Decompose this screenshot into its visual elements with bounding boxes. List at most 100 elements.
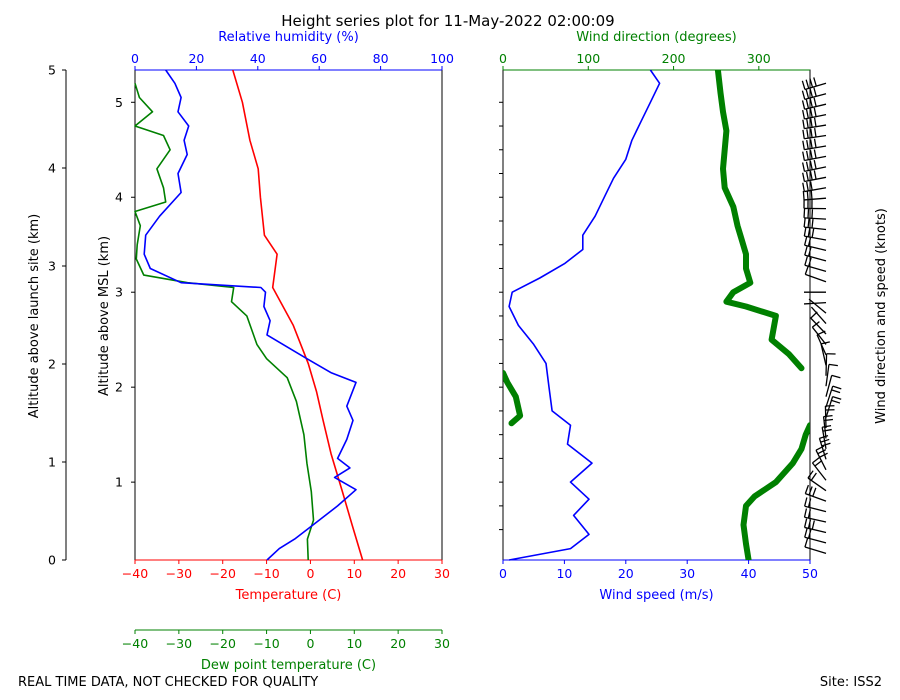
wind-barb-feather — [809, 150, 813, 160]
wind-barb-staff — [804, 235, 827, 241]
wind-barb-feather — [813, 138, 817, 148]
msl-y-tick-label: 4 — [115, 190, 123, 205]
agl-y-tick-label: 1 — [48, 455, 56, 470]
wind-barb-feather — [801, 162, 806, 172]
wind-barb-feather — [805, 89, 810, 99]
wind-barb-feather — [807, 529, 812, 539]
wind-barb-feather — [832, 395, 842, 400]
wind-barb-feather — [809, 160, 813, 170]
wind-barb-feather — [813, 170, 817, 180]
wind-barb-axis-label: Wind direction and speed (knots) — [874, 208, 889, 424]
wind-speed-axis-tick-label: 40 — [741, 566, 757, 581]
wind-barb-staff — [820, 343, 827, 366]
wind-barb-staff — [825, 375, 833, 397]
wind-speed-series-line — [508, 69, 661, 561]
msl-y-axis-label: Altitude above MSL (km) — [97, 236, 112, 396]
wind-barb-staff — [804, 505, 827, 513]
agl-y-tick-label: 4 — [48, 161, 56, 176]
wind-barb-staff — [804, 536, 827, 544]
wind-barb-feather — [832, 385, 842, 390]
wind-speed-axis-tick-label: 30 — [679, 566, 695, 581]
msl-y-tick-label: 2 — [115, 380, 123, 395]
wind-barb-feather — [808, 257, 812, 267]
footer-quality-note: REAL TIME DATA, NOT CHECKED FOR QUALITY — [18, 675, 318, 690]
wind-barb-feather — [812, 456, 820, 464]
wind-barb-feather — [809, 171, 813, 181]
wind-barb-feather — [805, 109, 809, 119]
wind-barb-staff — [804, 302, 827, 305]
wind-barb-feather — [823, 414, 833, 418]
wind-barb-feather — [806, 190, 809, 200]
wind-barb-feather — [805, 150, 809, 160]
wind-direction-series-line — [714, 70, 805, 372]
wind-barb-feather — [803, 208, 806, 218]
wind-barb-feather — [813, 107, 817, 117]
wind-barb-feather — [804, 246, 808, 256]
wind-barb-feather — [810, 190, 813, 200]
wind-barb-staff — [815, 449, 827, 471]
wind-barb-feather — [813, 87, 817, 97]
temperature-axis-tick-label: 30 — [434, 566, 450, 581]
agl-y-tick-label: 3 — [48, 259, 56, 274]
dewpoint-axis-tick-label: 20 — [390, 636, 406, 651]
temperature-axis-tick-label: −20 — [210, 566, 236, 581]
temperature-series-line — [232, 69, 364, 561]
dewpoint-axis-label: Dew point temperature (C) — [201, 658, 376, 673]
wind-barb-staff — [807, 477, 827, 492]
footer-site: Site: ISS2 — [820, 675, 882, 690]
wind-barb-feather — [802, 110, 806, 120]
dewpoint-axis-tick-label: 10 — [346, 636, 362, 651]
wind-dir-axis-tick-label: 200 — [662, 51, 686, 66]
wind-barb-feather — [809, 78, 814, 88]
wind-barb-feather — [802, 129, 805, 139]
wind-barb-feather — [811, 520, 815, 530]
wind-barb-feather — [805, 161, 809, 171]
wind-barb-feather — [802, 140, 805, 150]
wind-barb-feather — [807, 519, 812, 529]
wind-barb-feather — [804, 497, 808, 507]
wind-barb-staff — [825, 396, 834, 418]
wind-barb-staff — [811, 462, 827, 481]
msl-y-tick-label: 3 — [115, 285, 123, 300]
wind-barb-feather — [828, 363, 838, 367]
wind-dir-axis-label: Wind direction (degrees) — [576, 30, 736, 45]
wind-barb-feather — [806, 139, 809, 150]
temperature-axis-tick-label: −40 — [122, 566, 148, 581]
wind-barb-feather — [804, 528, 808, 538]
chart-title: Height series plot for 11-May-2022 02:00… — [281, 12, 614, 30]
wind-barb-feather — [807, 209, 810, 219]
wind-barb-feather — [803, 218, 806, 228]
msl-y-tick-label: 5 — [115, 95, 123, 110]
agl-y-tick-label: 2 — [48, 357, 56, 372]
temperature-axis-tick-label: 0 — [306, 566, 314, 581]
wind-barb-feather — [806, 118, 809, 129]
wind-barb-feather — [804, 484, 810, 494]
wind-barb-feather — [808, 486, 813, 496]
wind-barb-feather — [807, 247, 812, 257]
wind-barb-staff — [810, 306, 827, 324]
wind-barb-staff — [804, 124, 827, 130]
wind-barb-staff — [804, 526, 827, 534]
wind-dir-axis-tick-label: 100 — [576, 51, 600, 66]
wind-barb-feather — [802, 182, 805, 192]
wind-barb-feather — [809, 181, 813, 191]
wind-barb-feather — [807, 227, 811, 237]
wind-speed-axis-tick-label: 10 — [556, 566, 572, 581]
wind-barb-staff — [805, 492, 827, 502]
wind-barb-feather — [809, 88, 814, 98]
wind-barb-feather — [806, 181, 809, 191]
wind-barb-feather — [809, 108, 813, 118]
temperature-axis-tick-label: −10 — [253, 566, 279, 581]
humidity-series-line — [143, 69, 357, 561]
wind-barb-feather — [811, 321, 820, 328]
msl-y-tick-label: 1 — [115, 475, 123, 490]
wind-barb-staff — [804, 264, 827, 272]
temperature-axis-tick-label: 10 — [346, 566, 362, 581]
wind-dir-axis-tick-label: 300 — [747, 51, 771, 66]
wind-barb-feather — [813, 159, 817, 170]
wind-barb-feather — [803, 508, 808, 518]
wind-barb-staff — [811, 326, 827, 345]
wind-barb-feather — [807, 237, 812, 247]
wind-barb-staff — [808, 298, 827, 314]
